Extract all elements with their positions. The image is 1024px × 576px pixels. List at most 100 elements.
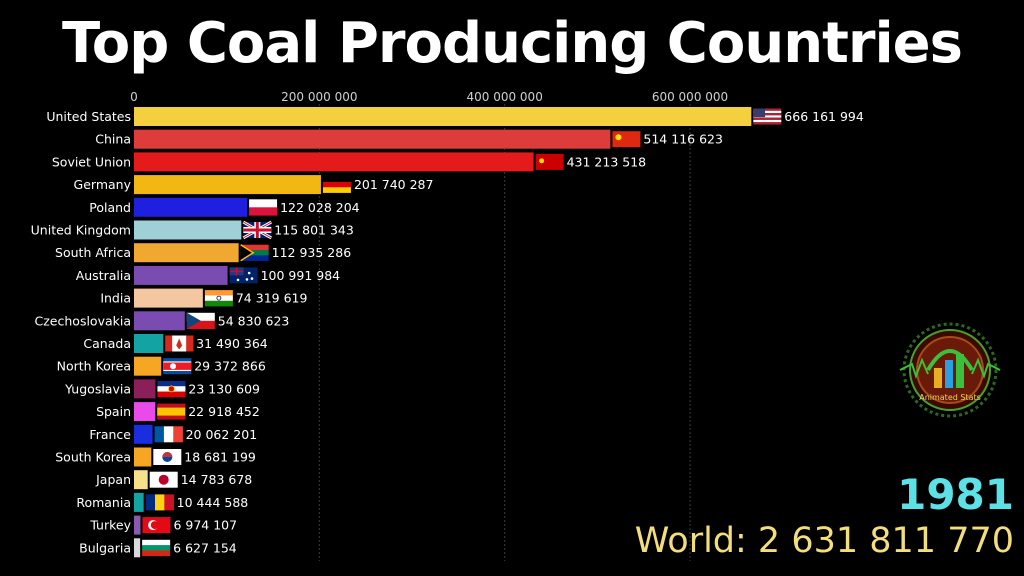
spain-flag-icon: [157, 403, 186, 420]
country-label: France: [89, 427, 131, 442]
country-label: China: [95, 132, 131, 147]
country-label: Canada: [83, 336, 131, 351]
turkey-flag-icon: [142, 517, 171, 534]
logo-text: Animated Stats: [919, 393, 981, 402]
bar-row: Soviet Union 431 213 518: [52, 152, 647, 172]
canada-flag-icon: [165, 335, 194, 352]
value-label: 20 062 201: [186, 427, 258, 442]
value-label: 666 161 994: [784, 109, 864, 124]
value-label: 23 130 609: [188, 381, 260, 396]
bar-row: Turkey 6 974 107: [89, 515, 237, 535]
value-label: 74 319 619: [236, 291, 308, 306]
x-tick-label: 200 000 000: [281, 90, 357, 104]
yugoslavia-flag-icon: [157, 380, 186, 398]
bar-row: North Korea 29 372 866: [57, 356, 266, 376]
bar: [134, 107, 752, 126]
bar-row: South Korea 18 681 199: [55, 447, 256, 467]
bar: [134, 129, 611, 149]
value-label: 6 974 107: [173, 518, 237, 533]
country-label: South Africa: [55, 245, 131, 260]
logo-ring-icon: [899, 322, 1001, 418]
value-label: 31 490 364: [196, 336, 268, 351]
country-label: Romania: [76, 495, 131, 510]
country-label: Yugoslavia: [64, 381, 131, 396]
value-label: 115 801 343: [274, 223, 354, 238]
bar: [134, 379, 156, 399]
bar-row: India 74 319 619: [100, 288, 308, 308]
country-label: Germany: [74, 177, 132, 192]
bar: [134, 288, 203, 308]
bar-row: Japan 14 783 678: [95, 470, 253, 490]
animated-stats-logo: Animated Stats: [899, 322, 1001, 418]
country-label: Soviet Union: [52, 154, 131, 169]
bar-row: Germany 201 740 287: [74, 175, 434, 195]
bar: [134, 197, 248, 217]
bar: [134, 311, 185, 331]
world-total: World: 2 631 811 770: [634, 521, 1014, 561]
country-label: United Kingdom: [31, 223, 131, 238]
bar: [134, 356, 162, 376]
country-label: Japan: [95, 472, 131, 487]
bar-row: Poland 122 028 204: [89, 197, 360, 217]
x-tick-label: 600 000 000: [652, 90, 728, 104]
uk-flag-icon: [242, 220, 273, 240]
bar: [134, 470, 148, 490]
bar: [134, 334, 164, 353]
country-label: Australia: [76, 268, 131, 283]
australia-flag-icon: [229, 267, 258, 284]
value-label: 6 627 154: [173, 540, 237, 555]
bar: [134, 265, 228, 285]
bar-row: Czechoslovakia 54 830 623: [35, 311, 290, 331]
year-label: 1981: [897, 470, 1014, 519]
country-label: India: [100, 291, 131, 306]
bar-row: China 514 116 623: [95, 129, 723, 149]
poland-flag-icon: [249, 199, 278, 216]
germany-flag-icon: [322, 176, 351, 193]
chart-title: Top Coal Producing Countries: [62, 11, 963, 76]
north-korea-flag-icon: [163, 358, 192, 375]
country-label: United States: [46, 109, 131, 124]
south-africa-flag-icon: [240, 244, 269, 262]
bar-row: United Kingdom 115 801 343: [31, 220, 354, 240]
bar-row: Spain 22 918 452: [96, 402, 260, 422]
bar-row: France 20 062 201: [89, 424, 258, 444]
bar-row: South Africa 112 935 286: [55, 243, 352, 263]
bar-row: Yugoslavia 23 130 609: [64, 379, 260, 399]
bar: [134, 515, 141, 535]
country-label: Poland: [89, 200, 131, 215]
value-label: 431 213 518: [567, 154, 647, 169]
value-label: 100 991 984: [261, 268, 341, 283]
x-tick-label: 0: [130, 90, 138, 104]
value-label: 112 935 286: [272, 245, 352, 260]
country-label: North Korea: [57, 359, 131, 374]
value-label: 29 372 866: [194, 359, 266, 374]
bar-row: Canada 31 490 364: [83, 334, 268, 353]
bar: [134, 175, 321, 195]
value-label: 14 783 678: [181, 472, 253, 487]
value-label: 54 830 623: [218, 313, 290, 328]
country-label: South Korea: [55, 450, 131, 465]
bulgaria-flag-icon: [142, 539, 171, 557]
bar: [134, 243, 239, 263]
value-label: 18 681 199: [184, 450, 256, 465]
bar: [134, 402, 156, 422]
bar: [134, 447, 152, 467]
bar-row: United States 666 161 994: [46, 107, 864, 126]
country-label: Turkey: [89, 518, 131, 533]
us-flag-icon: [753, 108, 782, 125]
bar: [134, 220, 242, 240]
value-label: 10 444 588: [177, 495, 249, 510]
india-flag-icon: [204, 290, 233, 307]
czechoslovakia-flag-icon: [186, 312, 215, 330]
value-label: 201 740 287: [354, 177, 434, 192]
value-label: 22 918 452: [188, 404, 260, 419]
x-tick-label: 400 000 000: [466, 90, 542, 104]
soviet-flag-icon: [535, 153, 564, 170]
bar: [134, 424, 153, 444]
south-korea-flag-icon: [153, 449, 182, 465]
country-label: Bulgaria: [79, 540, 131, 555]
country-label: Czechoslovakia: [35, 313, 131, 328]
bar-row: Romania 10 444 588: [76, 492, 249, 512]
france-flag-icon: [154, 426, 183, 443]
